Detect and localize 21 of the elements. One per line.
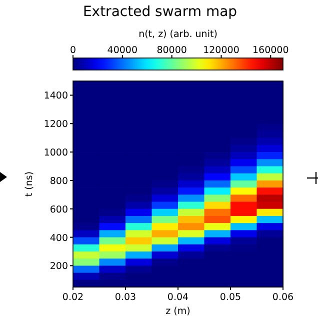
color-bar-label: 160000 <box>252 45 289 56</box>
y-tick-label: 1000 <box>44 148 68 159</box>
chart-title: Extracted swarm map <box>82 4 238 20</box>
y-tick-label: 800 <box>50 176 68 187</box>
x-tick-label: 0.03 <box>114 292 136 303</box>
y-tick-label: 1200 <box>44 119 68 130</box>
y-axis-title: t (ns) <box>24 171 35 197</box>
color-bar-title: n(t, z) (arb. unit) <box>138 29 218 40</box>
y-tick-label: 400 <box>50 232 68 244</box>
color-bar-label: 40000 <box>107 45 138 56</box>
color-bar-label: 80000 <box>156 45 187 56</box>
y-tick-label: 200 <box>50 261 68 272</box>
x-tick-label: 0.06 <box>272 292 294 303</box>
x-tick-label: 0.04 <box>167 292 189 303</box>
x-tick-label: 0.05 <box>220 292 242 303</box>
color-bar-label: 120000 <box>203 45 240 56</box>
y-tick-label: 1400 <box>44 90 68 102</box>
color-bar-label: 0 <box>70 45 76 56</box>
y-tick-label: 600 <box>50 204 68 216</box>
x-tick-label: 0.02 <box>62 292 84 303</box>
x-axis-title: z (m) <box>166 306 190 317</box>
